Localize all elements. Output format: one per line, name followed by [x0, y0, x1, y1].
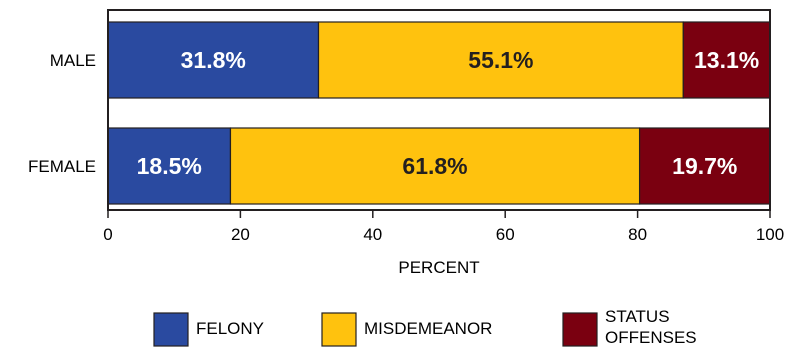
data-label: 31.8% [181, 47, 246, 73]
labels-layer: 31.8% 55.1% 13.1% MALE 18.5% 61.8% 19.7% FEMALE [28, 47, 759, 179]
x-axis-label: PERCENT [398, 258, 479, 277]
legend-swatch-status-offenses [562, 312, 598, 347]
plot-frame [107, 9, 771, 211]
x-tick-label: 60 [496, 225, 515, 244]
x-tick-label: 20 [231, 225, 250, 244]
x-tick-label: 40 [363, 225, 382, 244]
category-label: FEMALE [28, 157, 96, 176]
bar-male-misdemeanor [317, 21, 684, 99]
legend-label: STATUS OFFENSES [605, 307, 697, 347]
data-label: 19.7% [672, 153, 737, 179]
bars-layer [107, 21, 771, 205]
legend-swatch-misdemeanor [321, 312, 357, 347]
bar-male-status-offenses [682, 21, 771, 99]
bar-female-misdemeanor [229, 127, 641, 205]
legend: FELONY MISDEMEANOR STATUS OFFENSES [153, 307, 697, 347]
bar-female-status-offenses [638, 127, 771, 205]
x-tick-label: 80 [628, 225, 647, 244]
data-label: 61.8% [402, 153, 467, 179]
legend-label: MISDEMEANOR [364, 319, 492, 338]
x-tick-label: 100 [756, 225, 784, 244]
data-label: 18.5% [137, 153, 202, 179]
bar-male-felony [107, 21, 320, 99]
legend-label: FELONY [196, 319, 264, 338]
data-label: 55.1% [468, 47, 533, 73]
x-axis: 0 20 40 60 80 100 PERCENT [103, 9, 784, 277]
data-label: 13.1% [694, 47, 759, 73]
bar-female-felony [107, 127, 232, 205]
legend-swatch-felony [153, 312, 189, 347]
category-label: MALE [50, 51, 96, 70]
x-tick-label: 0 [103, 225, 112, 244]
